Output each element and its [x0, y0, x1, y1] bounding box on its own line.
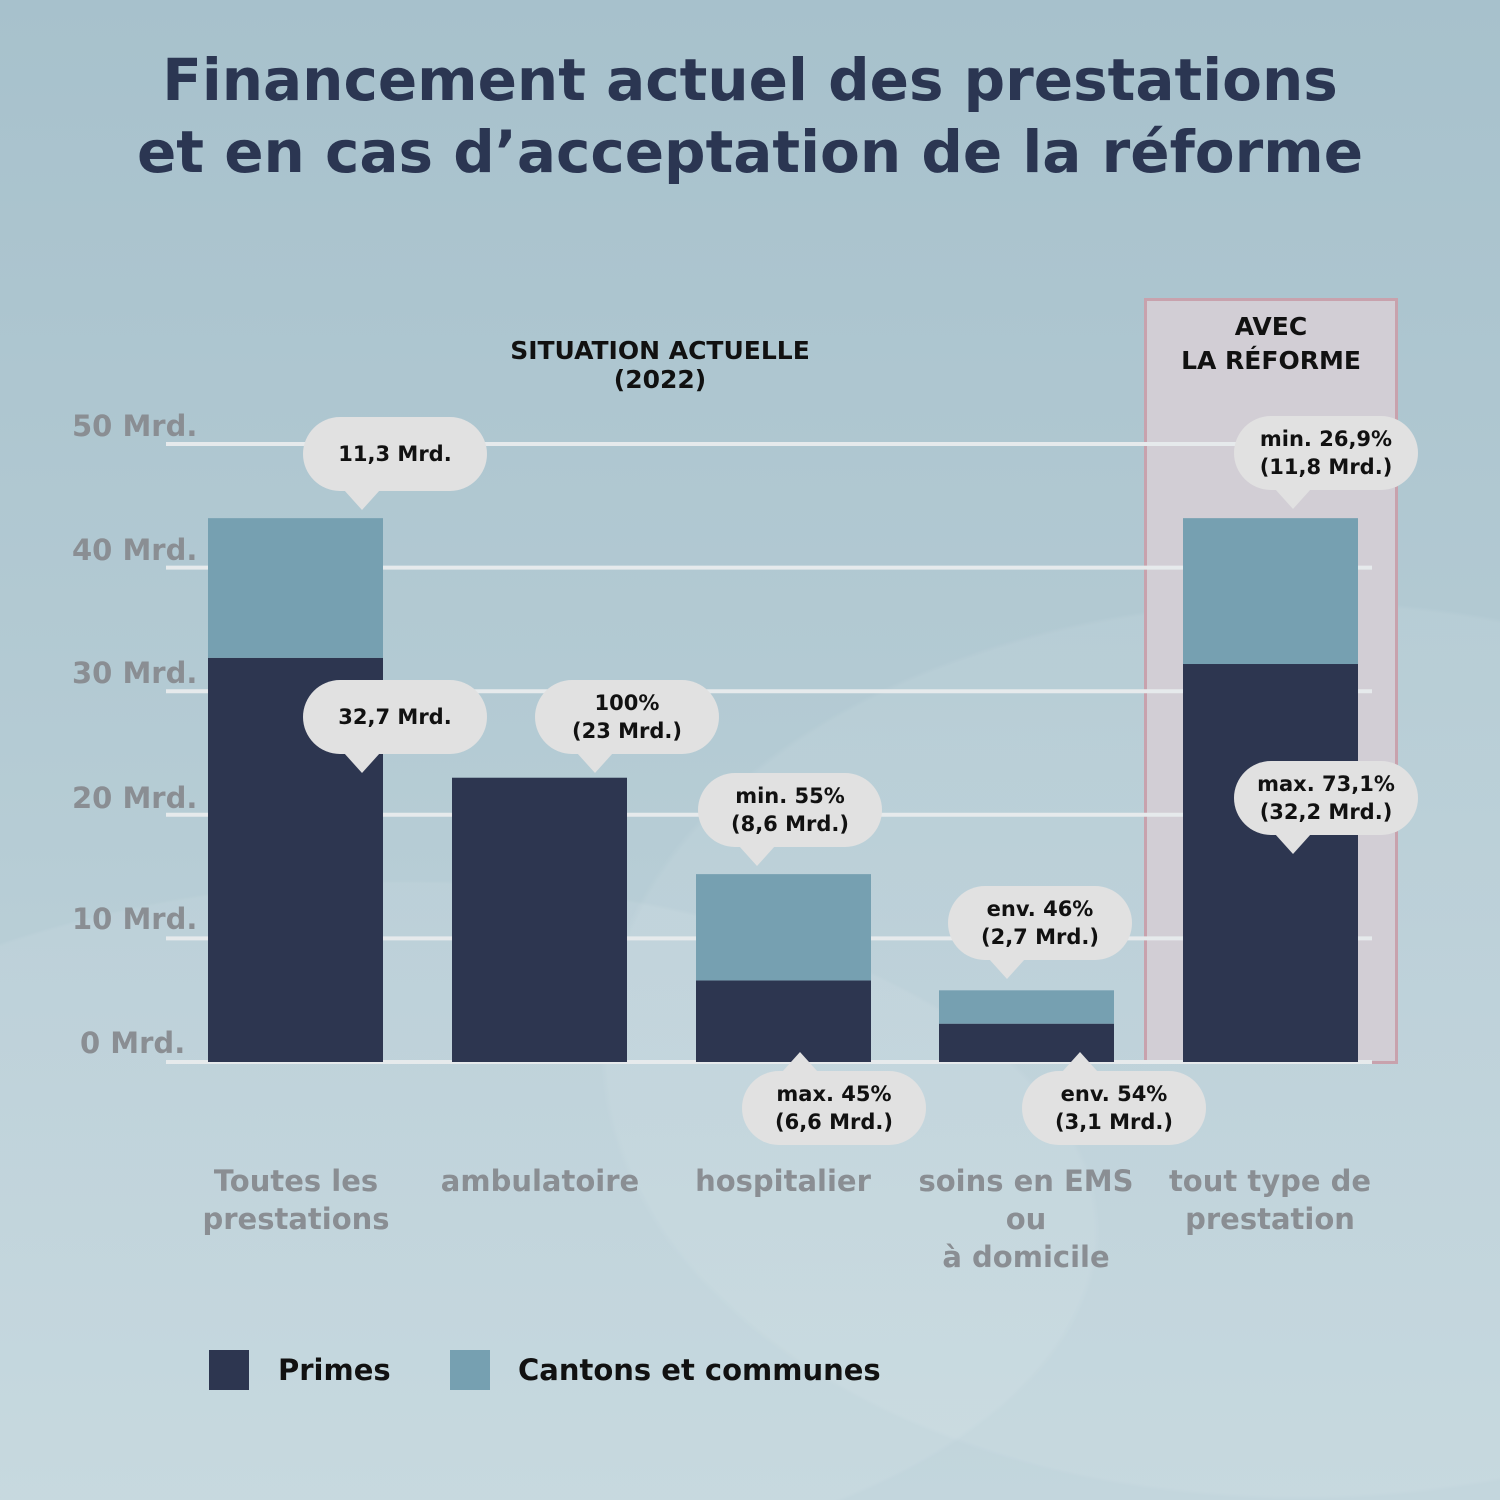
x-category-label: Toutes les prestations	[202, 1164, 390, 1236]
data-label: max. 45% (6,6 Mrd.)	[742, 1052, 926, 1145]
y-tick-label: 10 Mrd.	[72, 902, 198, 936]
bar-cantons	[696, 874, 871, 981]
y-tick-label: 0 Mrd.	[80, 1026, 186, 1060]
data-label: 11,3 Mrd.	[303, 417, 487, 510]
y-tick-label: 40 Mrd.	[72, 533, 198, 567]
chart-title: Financement actuel des prestations et en…	[136, 46, 1364, 186]
bar-primes	[696, 980, 871, 1062]
bar-cantons	[208, 518, 383, 658]
x-category-label: ambulatoire	[440, 1164, 640, 1198]
group-label-reform: AVEC LA RÉFORME	[1181, 312, 1361, 375]
bar-primes	[452, 777, 627, 1062]
x-category-label: hospitalier	[695, 1164, 871, 1198]
data-label: env. 46% (2,7 Mrd.)	[948, 886, 1132, 979]
bar-primes	[1183, 664, 1358, 1062]
legend-swatch-cantons	[450, 1350, 490, 1390]
group-label-current: SITUATION ACTUELLE (2022)	[510, 336, 810, 394]
data-label: min. 55% (8,6 Mrd.)	[698, 773, 882, 866]
x-category-label: tout type de prestation	[1168, 1164, 1372, 1236]
legend-label-primes: Primes	[278, 1353, 391, 1387]
bar-cantons	[1183, 518, 1358, 665]
data-label: max. 73,1% (32,2 Mrd.)	[1234, 761, 1418, 854]
legend-swatch-primes	[209, 1350, 249, 1390]
bar-cantons	[939, 990, 1114, 1024]
legend-label-cantons: Cantons et communes	[518, 1353, 881, 1387]
y-tick-label: 20 Mrd.	[72, 781, 198, 815]
y-tick-label: 50 Mrd.	[72, 409, 198, 443]
data-label: 32,7 Mrd.	[303, 680, 487, 773]
data-label: 100% (23 Mrd.)	[535, 680, 719, 773]
data-label: env. 54% (3,1 Mrd.)	[1022, 1052, 1206, 1145]
data-label: min. 26,9% (11,8 Mrd.)	[1234, 416, 1418, 509]
x-category-label: soins en EMS ou à domicile	[918, 1164, 1134, 1274]
y-tick-label: 30 Mrd.	[72, 656, 198, 690]
